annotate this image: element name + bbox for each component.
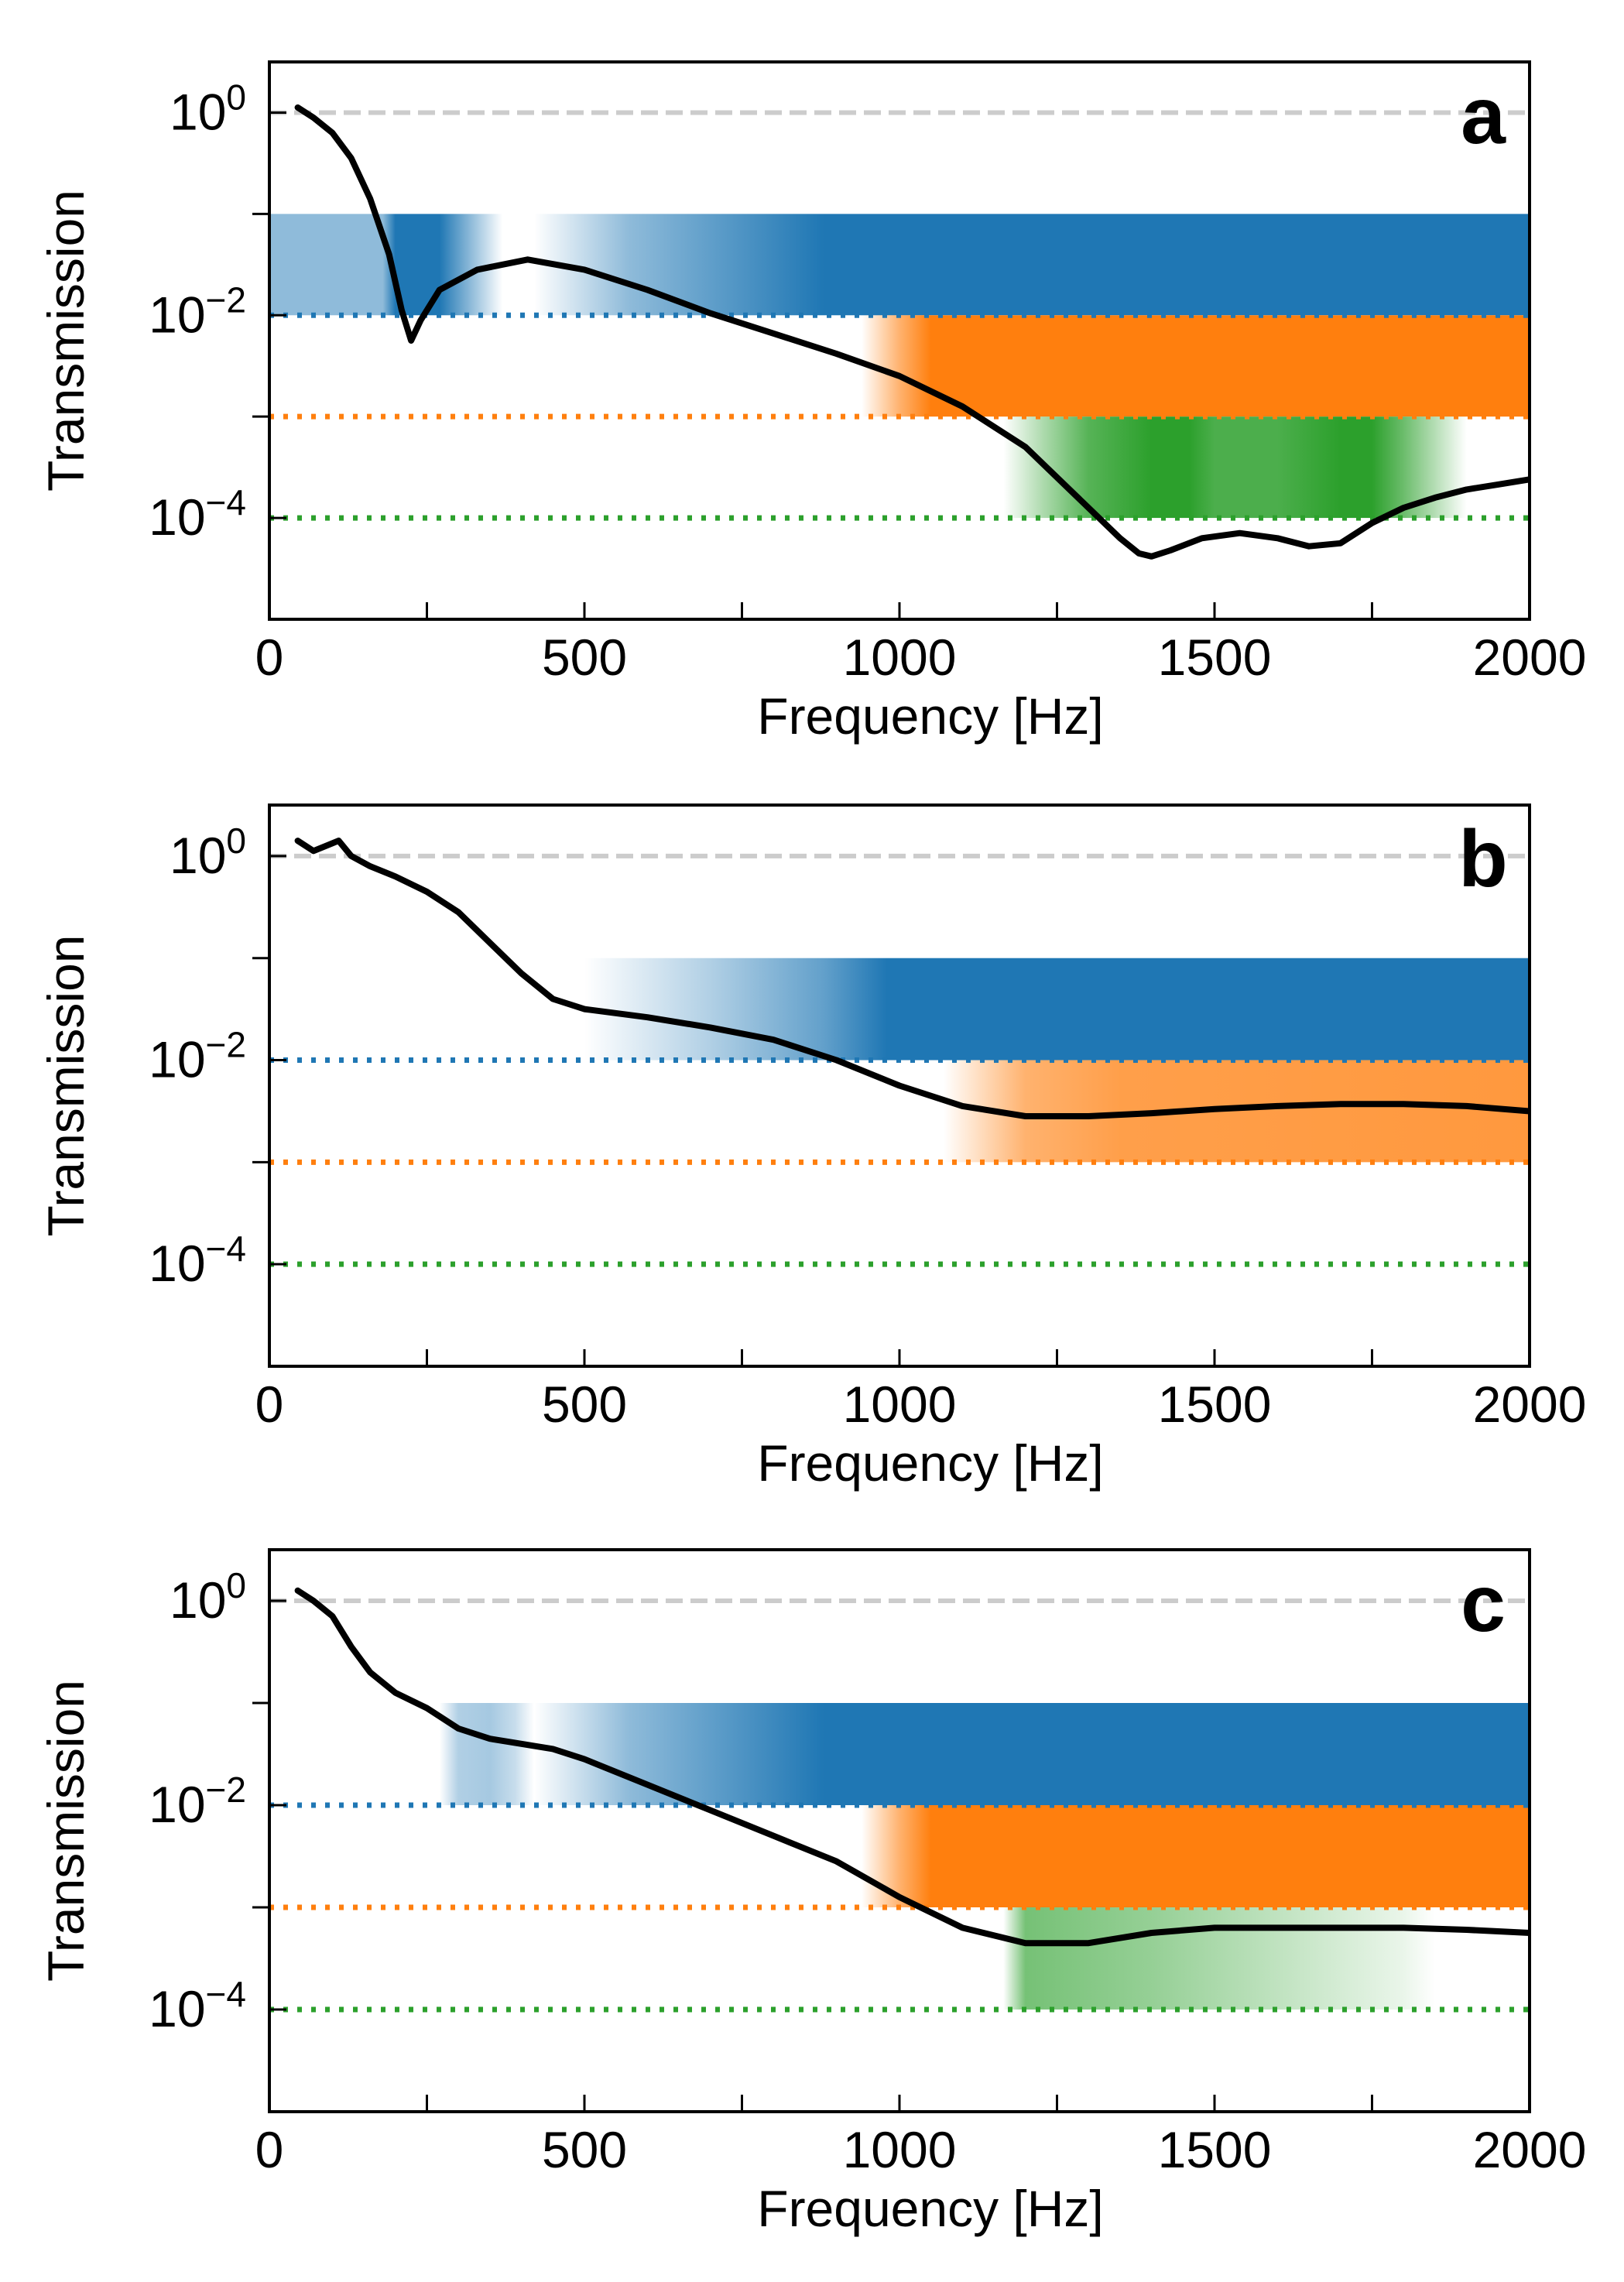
y-tick-label: 10−4 [149,1228,246,1292]
y-tick-label: 100 [170,1565,246,1629]
band-0 [269,214,1530,316]
band-0 [269,1703,1530,1805]
x-tick-label: 1500 [1158,629,1272,686]
y-tick-label: 10−2 [149,1025,246,1088]
panel-letter: a [1461,71,1506,161]
plot-area [269,1587,1530,2013]
x-tick-label: 1000 [843,2121,957,2178]
band-1 [269,1805,1530,1907]
x-tick-label: 0 [255,1376,284,1433]
x-tick-label: 500 [542,2121,627,2178]
y-axis-label: Transmission [37,190,94,492]
x-axis-label: Frequency [Hz] [757,1434,1104,1492]
series-line-0 [294,1587,1530,1947]
band-0 [269,958,1530,1060]
panel-letter: b [1458,814,1508,904]
band-2 [269,1907,1530,2010]
band-1 [269,315,1530,417]
y-tick-label: 10−4 [149,1974,246,2037]
x-tick-label: 2000 [1473,1376,1587,1433]
y-tick-label: 10−2 [149,279,246,343]
y-tick-label: 10−4 [149,482,246,546]
x-tick-label: 1500 [1158,2121,1272,2178]
y-tick-label: 10−2 [149,1770,246,1833]
x-tick-label: 2000 [1473,629,1587,686]
x-tick-label: 1500 [1158,1376,1272,1433]
plot-area [269,104,1530,560]
x-tick-label: 500 [542,1376,627,1433]
panel-b: 0 500 1000 1500 2000 100 10−2 10−4 Frequency [Hz… [37,803,1587,1492]
x-tick-label: 0 [255,2121,284,2178]
x-axis-label: Frequency [Hz] [757,2180,1104,2237]
x-tick-label: 500 [542,629,627,686]
y-axis-label: Transmission [37,1680,94,1982]
x-tick-label: 1000 [843,1376,957,1433]
x-axis-label: Frequency [Hz] [757,687,1104,745]
band-2 [269,416,1530,519]
series-line-0 [294,104,1530,560]
panel-c: 0 500 1000 1500 2000 100 10−2 10−4 Frequency [Hz… [37,1548,1587,2237]
y-tick-label: 100 [170,821,246,884]
y-tick-label: 100 [170,77,246,140]
x-tick-label: 0 [255,629,284,686]
plot-area [269,838,1530,1267]
x-tick-label: 1000 [843,629,957,686]
panel-a: 0 500 1000 1500 2000 100 10−2 10−4 Frequency [Hz… [37,60,1587,745]
y-axis-label: Transmission [37,935,94,1237]
series-line-0 [294,838,1530,1119]
band-1 [269,1060,1530,1163]
x-tick-label: 2000 [1473,2121,1587,2178]
panel-letter: c [1461,1559,1506,1649]
